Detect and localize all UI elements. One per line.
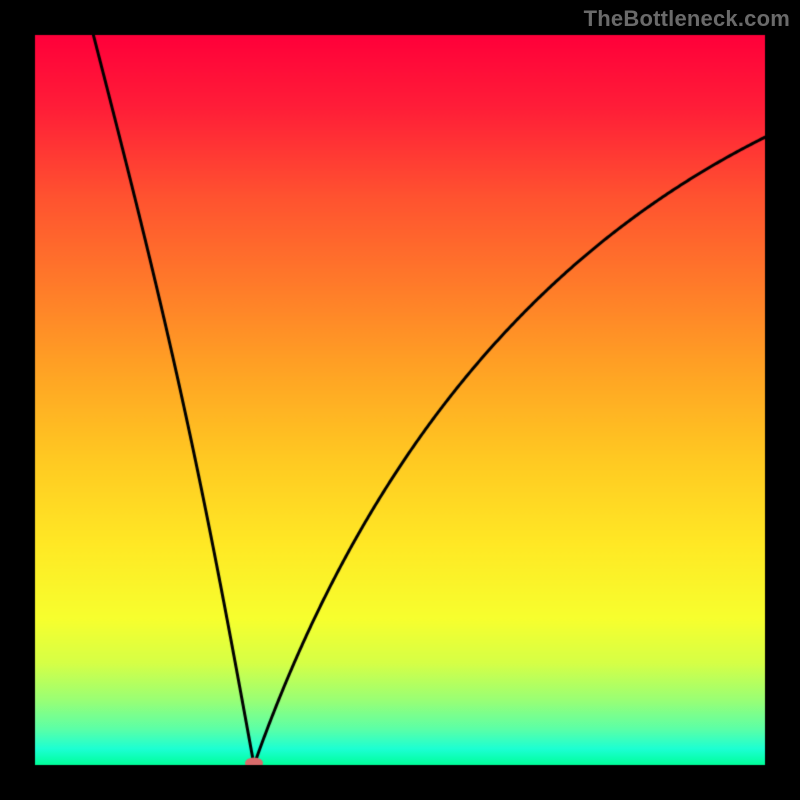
chart-container: TheBottleneck.com xyxy=(0,0,800,800)
bottleneck-curve-chart xyxy=(0,0,800,800)
watermark-label: TheBottleneck.com xyxy=(584,6,790,32)
